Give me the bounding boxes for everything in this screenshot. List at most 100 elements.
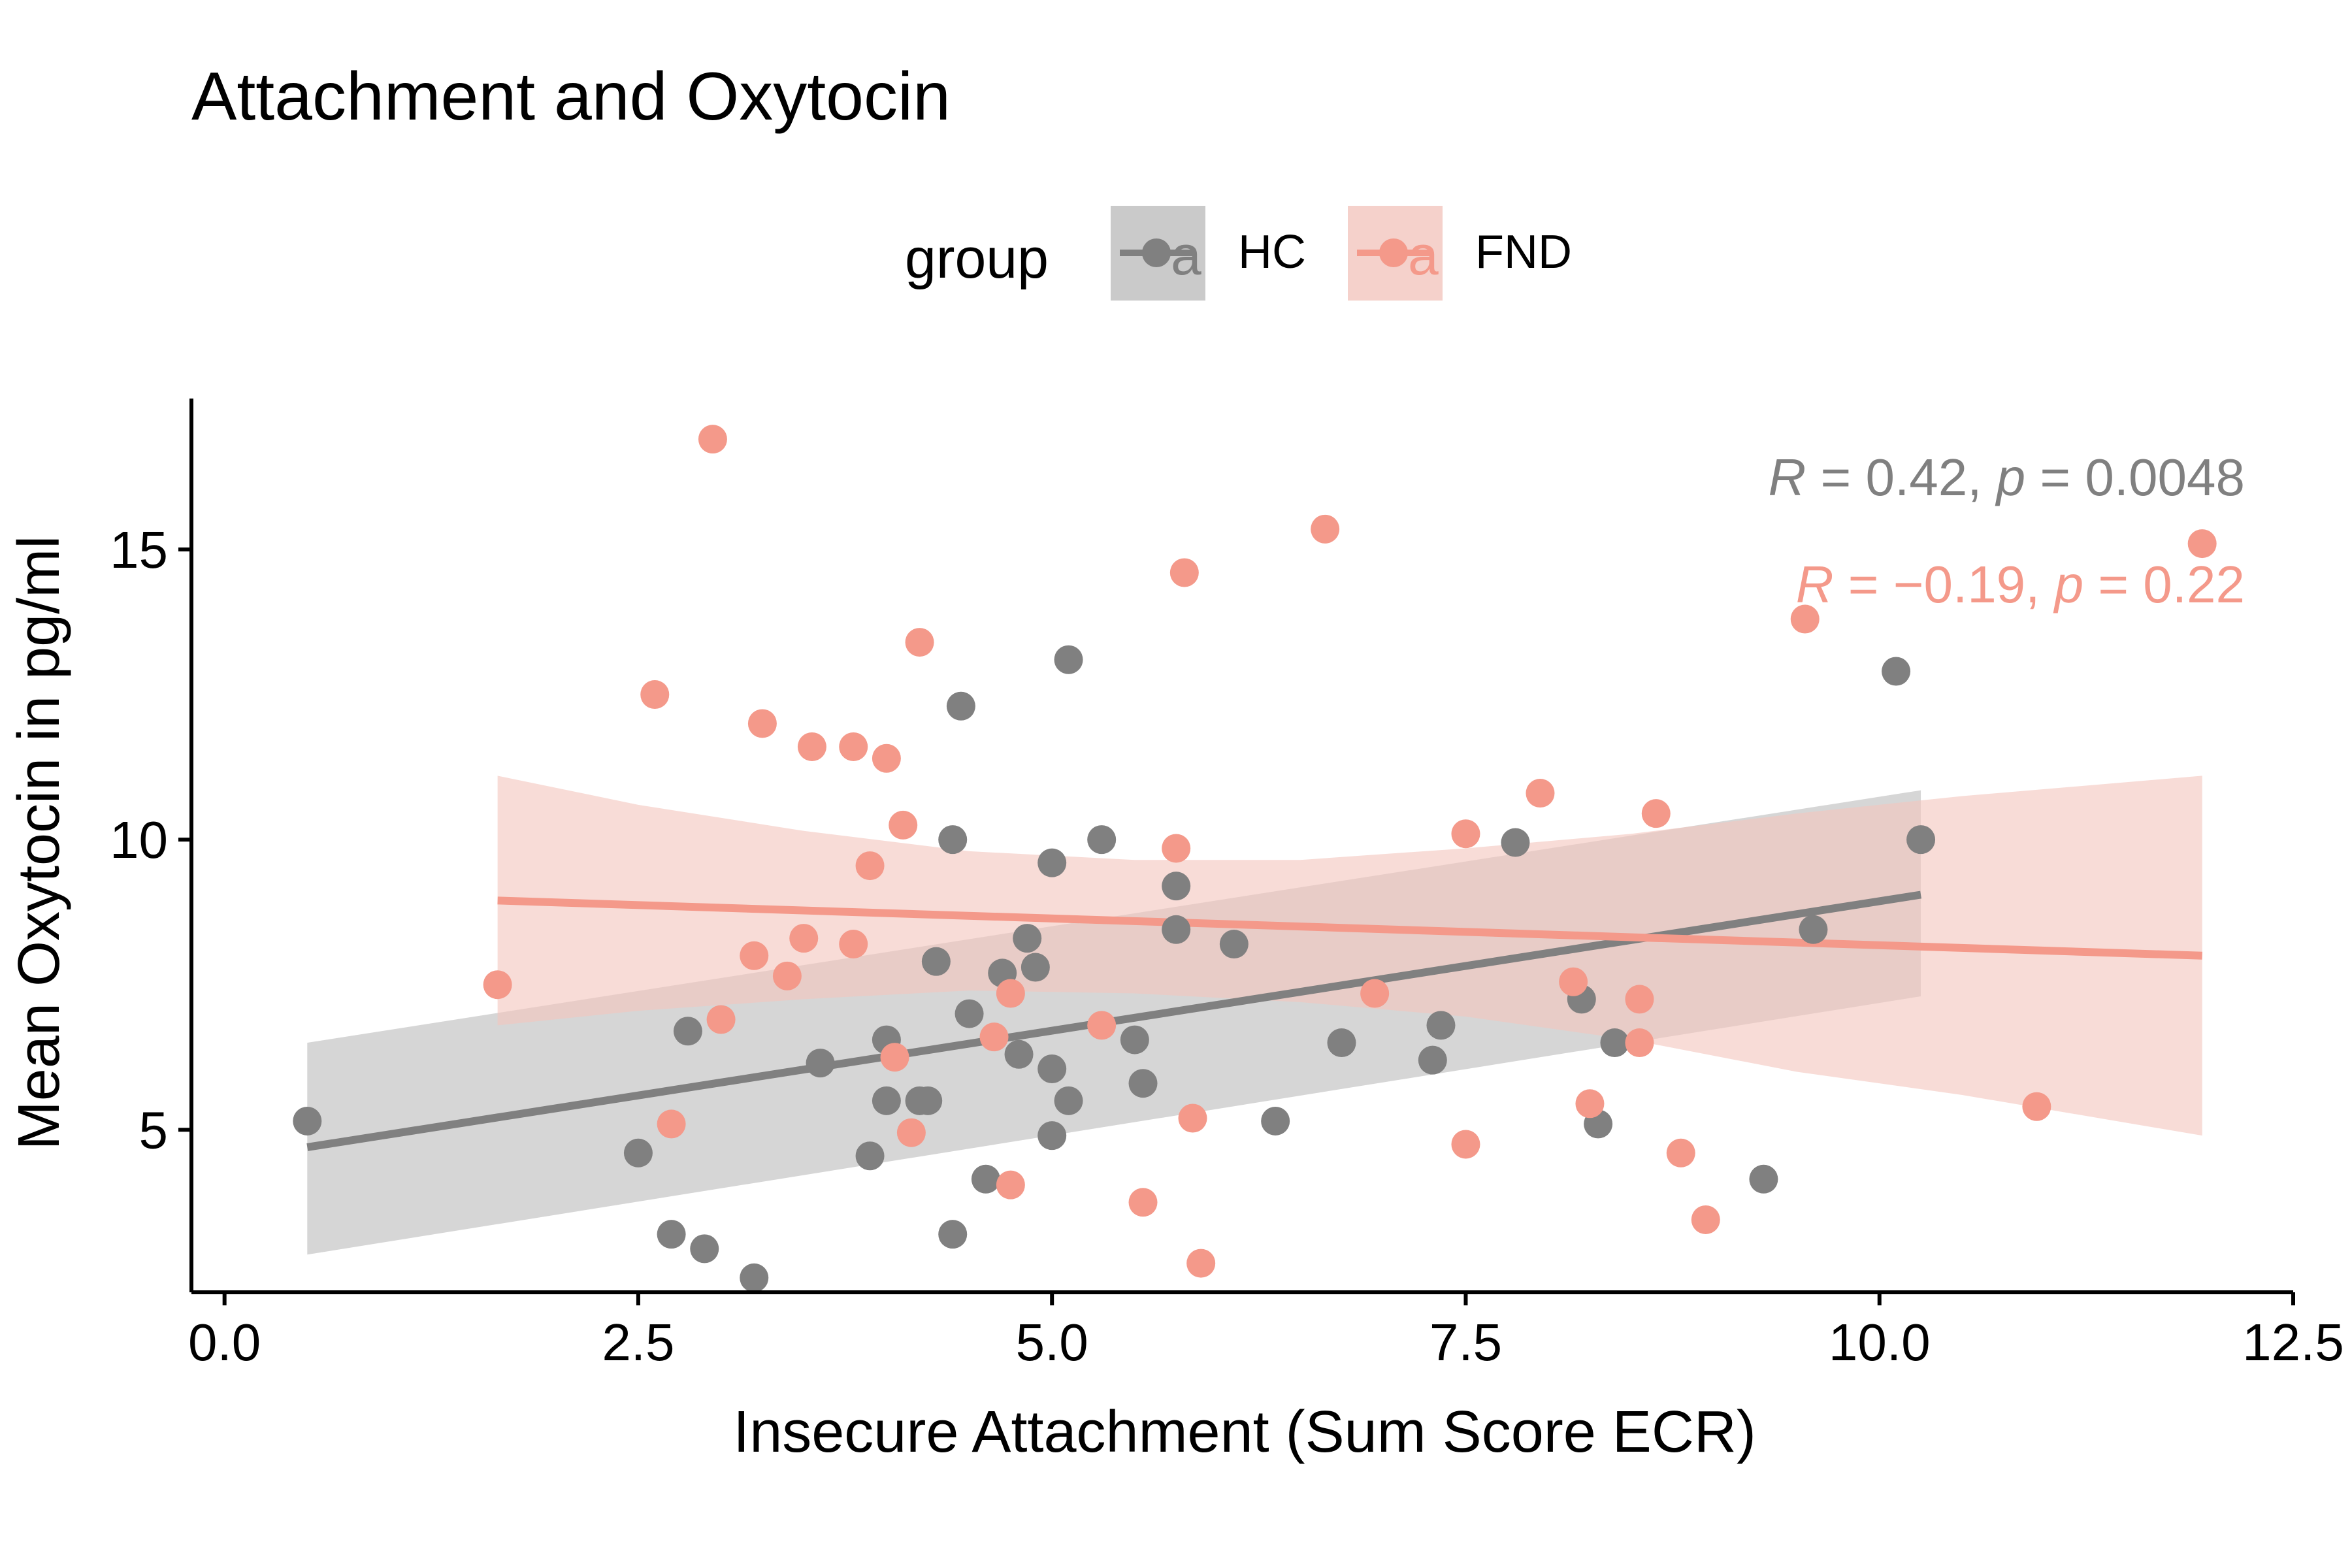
x-axis-title: Insecure Attachment (Sum Score ECR) bbox=[733, 1399, 1756, 1465]
point-hc bbox=[1906, 825, 1936, 855]
legend-keys: a HC a FND bbox=[1111, 206, 1572, 301]
y-tick-label: 10 bbox=[110, 811, 168, 869]
legend-label-fnd: FND bbox=[1475, 226, 1572, 278]
point-hc bbox=[1219, 930, 1249, 959]
point-hc bbox=[921, 947, 951, 976]
point-hc bbox=[1021, 953, 1050, 982]
point-fnd bbox=[1162, 834, 1191, 863]
point-fnd bbox=[1575, 1089, 1605, 1119]
data-points bbox=[293, 425, 2217, 1292]
point-hc bbox=[1749, 1164, 1778, 1194]
point-fnd bbox=[483, 970, 512, 1000]
stat-label-hc: R = 0.42, p = 0.0048 bbox=[1769, 448, 2245, 506]
point-fnd bbox=[1178, 1103, 1207, 1133]
point-hc bbox=[955, 999, 984, 1028]
point-hc bbox=[1054, 645, 1083, 674]
point-hc bbox=[623, 1138, 653, 1168]
point-fnd bbox=[1186, 1249, 1216, 1278]
point-fnd bbox=[797, 732, 826, 761]
point-fnd bbox=[640, 680, 670, 710]
point-hc bbox=[855, 1141, 885, 1171]
point-fnd bbox=[839, 732, 868, 761]
point-hc bbox=[657, 1220, 686, 1249]
point-fnd bbox=[1666, 1138, 1695, 1168]
point-fnd bbox=[1625, 985, 1654, 1014]
point-fnd bbox=[1559, 967, 1588, 996]
legend-key-glyph: a bbox=[1171, 225, 1201, 286]
point-fnd bbox=[747, 709, 777, 738]
y-tick-label: 5 bbox=[139, 1101, 169, 1159]
point-fnd bbox=[789, 924, 819, 953]
point-hc bbox=[1418, 1045, 1447, 1075]
y-axis-title: Mean Oxytocin in pg/ml bbox=[7, 536, 72, 1150]
point-hc bbox=[1037, 1054, 1067, 1083]
y-tick-label: 15 bbox=[110, 521, 168, 579]
point-fnd bbox=[740, 941, 769, 970]
correlation-labels: R = 0.42, p = 0.0048 R = −0.19, p = 0.22 bbox=[1769, 448, 2245, 613]
point-hc bbox=[938, 825, 968, 855]
x-axis: 0.0 2.5 5.0 7.5 10.0 12.5 Insecure Attachment… bbox=[188, 1290, 2344, 1465]
point-hc bbox=[938, 1220, 968, 1249]
point-fnd bbox=[839, 930, 868, 959]
point-hc bbox=[673, 1017, 702, 1046]
point-hc bbox=[1120, 1025, 1149, 1054]
point-fnd bbox=[1169, 558, 1199, 587]
point-fnd bbox=[1128, 1188, 1158, 1217]
stat-label-fnd: R = −0.19, p = 0.22 bbox=[1796, 555, 2245, 613]
point-fnd bbox=[880, 1043, 909, 1072]
point-hc bbox=[1501, 828, 1530, 857]
point-hc bbox=[1013, 924, 1042, 953]
point-hc bbox=[690, 1234, 719, 1264]
point-fnd bbox=[1641, 799, 1671, 828]
y-axis: 5 10 15 Mean Oxytocin in pg/ml bbox=[7, 399, 193, 1292]
point-hc bbox=[1128, 1069, 1158, 1098]
point-fnd bbox=[1691, 1205, 1720, 1234]
x-tick-label: 7.5 bbox=[1429, 1313, 1502, 1371]
x-tick-label: 10.0 bbox=[1829, 1313, 1931, 1371]
point-fnd bbox=[1360, 979, 1390, 1008]
point-fnd bbox=[1625, 1028, 1654, 1058]
legend-key-point bbox=[1142, 238, 1171, 267]
point-hc bbox=[1261, 1106, 1290, 1135]
point-fnd bbox=[855, 851, 885, 881]
point-fnd bbox=[2187, 529, 2217, 559]
x-tick-label: 0.0 bbox=[188, 1313, 261, 1371]
point-hc bbox=[1600, 1028, 1629, 1058]
legend-title: group bbox=[905, 227, 1049, 290]
legend-key-glyph: a bbox=[1408, 225, 1439, 286]
point-hc bbox=[1327, 1028, 1356, 1058]
point-fnd bbox=[706, 1005, 736, 1034]
legend: group a HC a FND bbox=[905, 206, 1572, 301]
point-fnd bbox=[1526, 779, 1555, 808]
ci-band-fnd bbox=[497, 776, 2202, 1136]
x-tick-label: 12.5 bbox=[2242, 1313, 2344, 1371]
point-hc bbox=[1087, 825, 1117, 855]
point-fnd bbox=[996, 1170, 1025, 1200]
point-fnd bbox=[1451, 1130, 1480, 1159]
point-fnd bbox=[896, 1118, 926, 1147]
point-fnd bbox=[905, 628, 934, 657]
legend-key-point bbox=[1379, 238, 1408, 267]
point-fnd bbox=[2022, 1092, 2051, 1121]
point-hc bbox=[913, 1086, 943, 1115]
point-fnd bbox=[889, 810, 918, 840]
x-tick-label: 2.5 bbox=[602, 1313, 674, 1371]
point-hc bbox=[1054, 1086, 1083, 1115]
point-fnd bbox=[996, 979, 1025, 1008]
point-hc bbox=[1799, 915, 1828, 944]
point-hc bbox=[946, 691, 975, 721]
point-hc bbox=[1037, 1121, 1067, 1151]
fit-line-fnd bbox=[497, 896, 2202, 960]
point-hc bbox=[740, 1263, 769, 1292]
point-hc bbox=[1426, 1011, 1456, 1040]
point-hc bbox=[293, 1106, 322, 1135]
point-fnd bbox=[1790, 604, 1820, 634]
point-fnd bbox=[979, 1022, 1009, 1052]
point-hc bbox=[1162, 872, 1191, 901]
point-hc bbox=[971, 1164, 1000, 1194]
chart-title: Attachment and Oxytocin bbox=[191, 59, 951, 135]
legend-label-hc: HC bbox=[1238, 226, 1306, 278]
point-fnd bbox=[1087, 1011, 1117, 1040]
point-hc bbox=[1037, 848, 1067, 877]
